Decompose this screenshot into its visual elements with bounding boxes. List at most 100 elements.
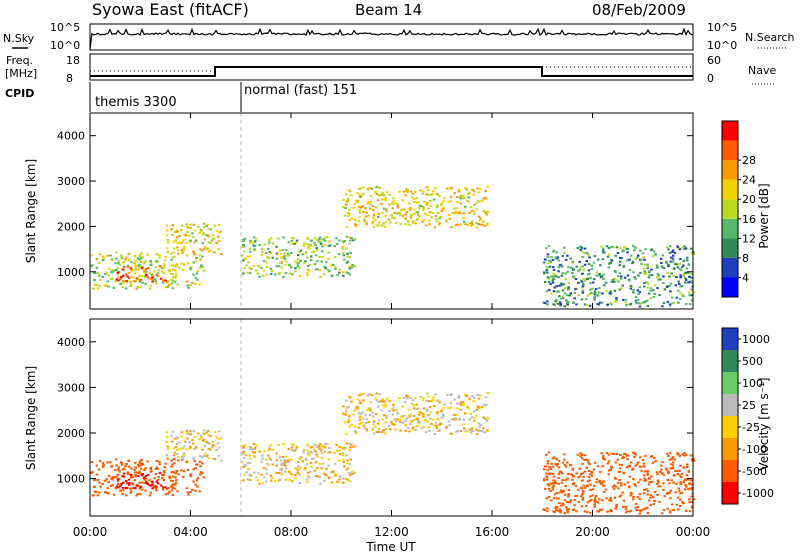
echo-cell [290, 266, 293, 269]
echo-cell [110, 477, 114, 480]
echo-cell [571, 478, 574, 481]
nsky-panel [89, 23, 694, 51]
echo-cell [562, 490, 566, 493]
echo-cell [690, 488, 694, 491]
echo-cell [171, 430, 175, 433]
echo-cell [173, 251, 176, 254]
echo-cell [372, 421, 376, 423]
echo-cell [358, 400, 362, 403]
echo-cell [378, 224, 381, 227]
echo-cell [669, 290, 672, 293]
echo-cell [422, 396, 425, 399]
echo-cell [346, 478, 350, 481]
echo-cell [578, 260, 581, 263]
echo-cell [176, 437, 179, 440]
echo-cell [163, 264, 166, 267]
echo-cell [584, 458, 588, 461]
echo-cell [121, 492, 124, 495]
echo-cell [441, 413, 445, 416]
echo-cell [146, 253, 149, 256]
echo-cell [321, 245, 324, 248]
echo-cell [586, 459, 589, 462]
echo-cell [372, 419, 376, 422]
echo-cell [309, 465, 313, 468]
echo-cell [243, 473, 246, 476]
echo-cell [260, 266, 263, 269]
echo-cell [348, 415, 351, 418]
echo-cell [357, 205, 361, 208]
echo-cell [615, 246, 619, 249]
echo-cell [148, 277, 152, 280]
echo-cell [275, 252, 279, 255]
echo-cell [659, 464, 663, 467]
echo-cell [294, 448, 298, 451]
echo-cell [449, 187, 452, 190]
echo-cell [130, 476, 133, 479]
echo-cell [682, 466, 686, 469]
echo-cell [589, 489, 592, 491]
echo-cell [435, 220, 439, 223]
echo-cell [344, 193, 348, 196]
echo-cell [299, 259, 302, 262]
echo-cell [116, 276, 120, 279]
echo-cell [155, 282, 158, 285]
echo-cell [660, 468, 663, 471]
echo-cell [399, 429, 402, 432]
echo-cell [422, 190, 425, 193]
echo-cell [139, 253, 142, 256]
echo-cell [168, 476, 171, 479]
echo-cell [171, 463, 174, 466]
echo-cell [545, 475, 549, 478]
echo-cell [417, 207, 421, 210]
echo-cell [353, 238, 357, 241]
echo-cell [121, 280, 125, 283]
echo-cell [176, 490, 179, 493]
echo-cell [558, 502, 561, 505]
echo-cell [260, 460, 263, 463]
echo-cell [134, 466, 137, 469]
colorbar-tick-label: -25 [742, 421, 760, 434]
echo-cell [638, 493, 642, 496]
echo-cell [116, 483, 120, 486]
echo-cell [632, 451, 635, 454]
echo-cell [163, 471, 166, 474]
echo-cell [191, 488, 194, 491]
echo-cell [430, 400, 433, 403]
echo-cell [167, 280, 170, 283]
echo-cell [357, 412, 361, 415]
echo-cell [305, 256, 309, 259]
echo-cell [97, 468, 101, 471]
echo-cell [586, 252, 589, 255]
echo-cell [415, 403, 418, 406]
echo-cell [91, 471, 94, 473]
echo-cell [484, 418, 487, 420]
echo-cell [338, 453, 342, 455]
echo-cell [601, 465, 605, 467]
echo-cell [307, 246, 310, 249]
echo-cell [358, 194, 362, 196]
echo-cell [425, 202, 429, 205]
echo-cell [411, 403, 414, 405]
echo-cell [182, 247, 186, 250]
echo-cell [673, 251, 677, 254]
echo-cell [310, 245, 313, 248]
echo-cell [265, 472, 269, 475]
echo-cell [435, 193, 439, 196]
echo-cell [624, 453, 627, 455]
colorbar-swatch [722, 238, 738, 258]
echo-cell [178, 448, 181, 451]
colorbar-tick-label: -100 [742, 443, 767, 456]
echo-cell [270, 476, 274, 479]
echo-cell [324, 236, 327, 239]
echo-cell [458, 211, 461, 214]
echo-cell [336, 481, 339, 483]
echo-cell [451, 211, 454, 214]
echo-cell [643, 285, 646, 288]
echo-cell [375, 392, 378, 395]
echo-cell [302, 244, 305, 247]
echo-cell [350, 400, 353, 403]
echo-cell [139, 286, 142, 289]
echo-cell [354, 223, 358, 226]
echo-cell [323, 472, 326, 475]
echo-cell [202, 222, 206, 225]
